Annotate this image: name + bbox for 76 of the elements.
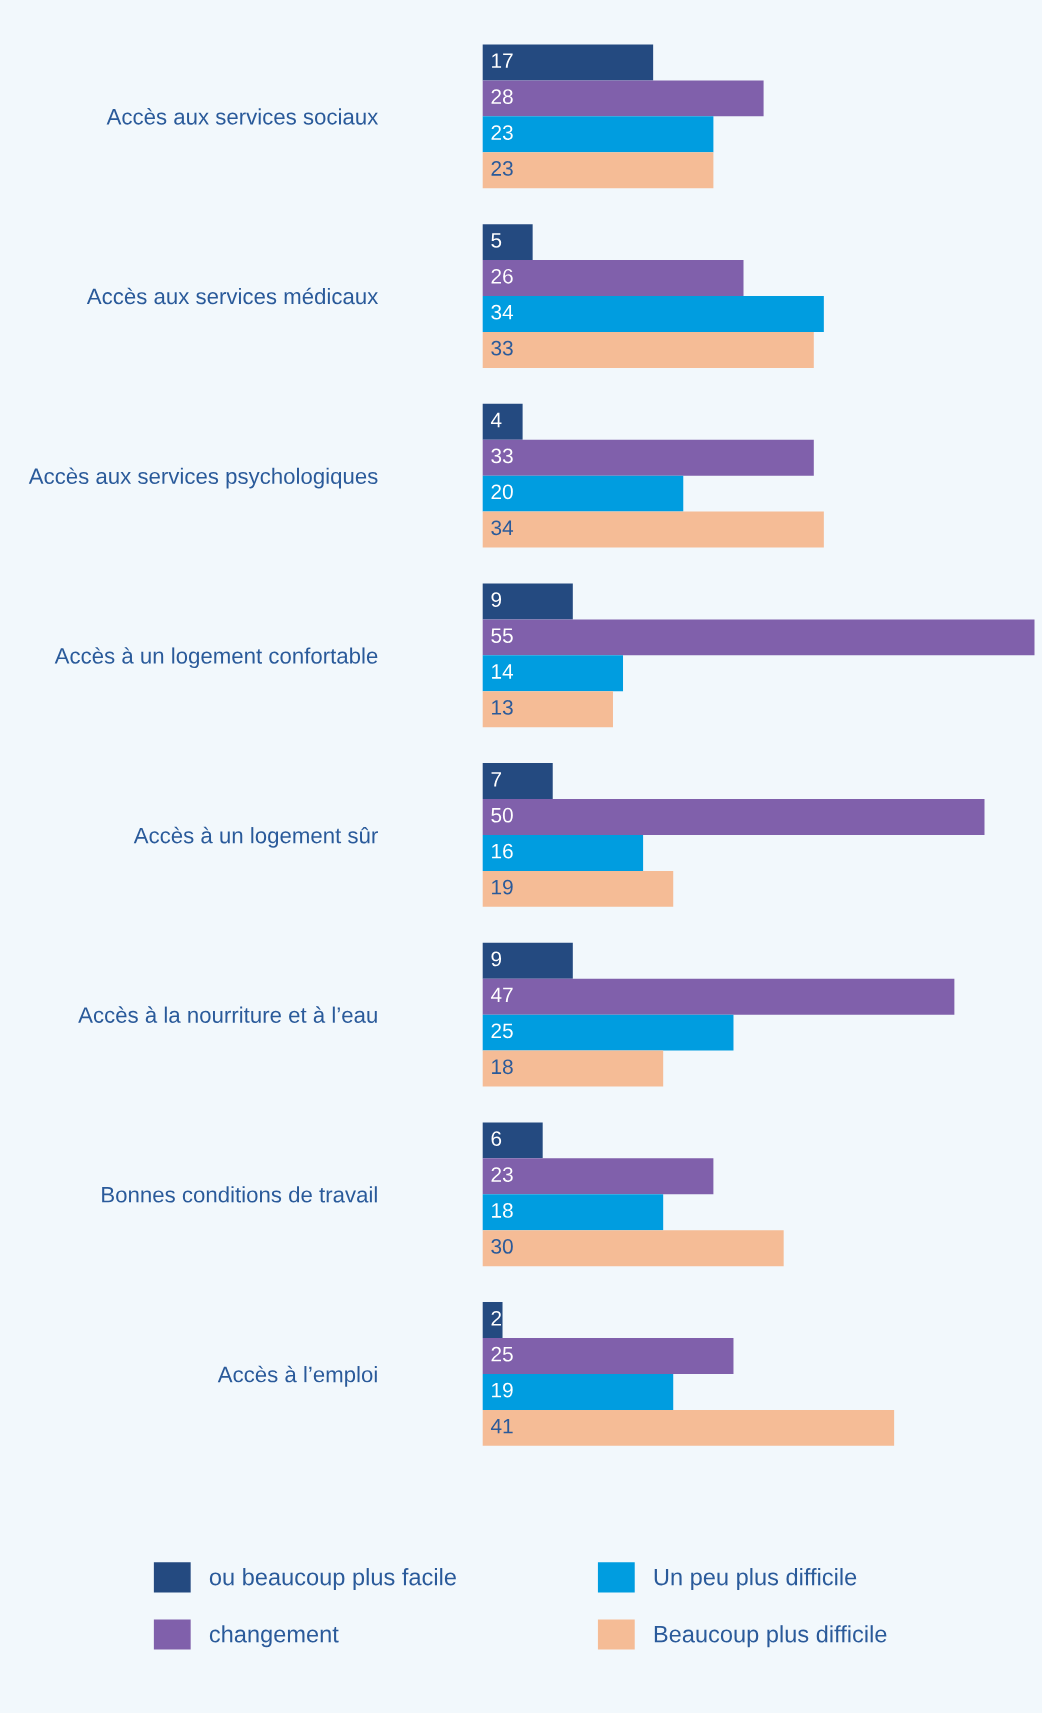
y-tick-label: Accès aux services médicaux: [86, 287, 379, 305]
data-label: 34: [491, 520, 514, 536]
data-label: 33: [491, 340, 513, 356]
legend-label: Un peu plus difficile: [654, 1568, 857, 1591]
bar: [482, 1158, 714, 1195]
data-label: 13: [492, 700, 513, 715]
legend-label: ou beaucoup plus facile: [209, 1568, 456, 1591]
data-label: 2: [491, 1310, 502, 1326]
legend-label: Beaucoup plus difficile: [654, 1625, 887, 1648]
bar: [482, 834, 644, 871]
bar: [482, 799, 985, 835]
bar: [482, 1050, 664, 1087]
data-label: 50: [491, 807, 513, 823]
bar: [482, 439, 814, 476]
data-label: 5: [491, 233, 502, 248]
bar: [482, 511, 824, 548]
bar: [482, 763, 553, 800]
data-label: 4: [490, 412, 502, 428]
y-tick-label: Accès à la nourriture et à l’eau: [78, 1006, 377, 1023]
data-label: 26: [491, 268, 513, 284]
data-label: 18: [492, 1059, 513, 1075]
data-label: 23: [491, 125, 513, 140]
bar: [482, 942, 573, 979]
data-label: 34: [491, 304, 514, 320]
bar: [482, 152, 714, 189]
data-label: 25: [491, 1023, 513, 1039]
data-label: 16: [492, 843, 513, 859]
bar: [482, 116, 714, 153]
bar: [482, 978, 955, 1015]
bar: [482, 583, 573, 620]
y-tick-label: Bonnes conditions de travail: [102, 1186, 377, 1203]
bar: [482, 1302, 503, 1339]
data-label: 9: [491, 951, 502, 967]
data-label: 47: [490, 987, 513, 1003]
bar: [482, 331, 814, 368]
data-label: 20: [491, 484, 513, 500]
y-tick-label: Accès à un logement confortable: [54, 647, 378, 669]
data-label: 55: [491, 628, 513, 643]
bar: [482, 1230, 784, 1267]
bar: [482, 691, 613, 728]
data-label: 6: [491, 1131, 502, 1146]
y-tick-label: Accès aux services sociaux: [106, 108, 379, 125]
data-label: 19: [492, 879, 513, 895]
data-label: 23: [491, 1167, 513, 1182]
bar: [482, 655, 624, 692]
bar: [482, 1122, 543, 1159]
data-label: 33: [491, 448, 513, 464]
bar: [482, 619, 1035, 656]
bar: [482, 1338, 734, 1374]
data-label: 41: [490, 1418, 513, 1434]
bar: [482, 1373, 674, 1410]
bar: [482, 475, 684, 512]
data-label: 9: [491, 592, 502, 608]
data-label: 14: [492, 664, 514, 679]
y-tick-label: Accès à l’emploi: [217, 1365, 377, 1387]
data-label: 23: [491, 161, 513, 176]
legend-label: changement: [209, 1625, 339, 1648]
bar: [482, 1194, 664, 1231]
data-label: 18: [492, 1203, 513, 1218]
y-tick-label: Accès aux services psychologiques: [28, 467, 378, 489]
data-label: 19: [492, 1382, 513, 1398]
bar: [482, 260, 744, 297]
data-label: 7: [491, 772, 502, 787]
bar: [482, 44, 654, 81]
y-tick-label: Accès à un logement sûr: [133, 826, 378, 848]
bar: [482, 296, 824, 332]
data-label: 25: [491, 1346, 513, 1362]
bar: [482, 1409, 895, 1446]
bar: [482, 1014, 734, 1051]
data-label: 30: [491, 1239, 513, 1254]
data-label: 28: [491, 89, 513, 104]
bar: [482, 80, 764, 117]
bar: [482, 224, 533, 261]
data-label: 17: [492, 53, 513, 68]
bar: [482, 403, 523, 440]
bar: [482, 870, 674, 907]
